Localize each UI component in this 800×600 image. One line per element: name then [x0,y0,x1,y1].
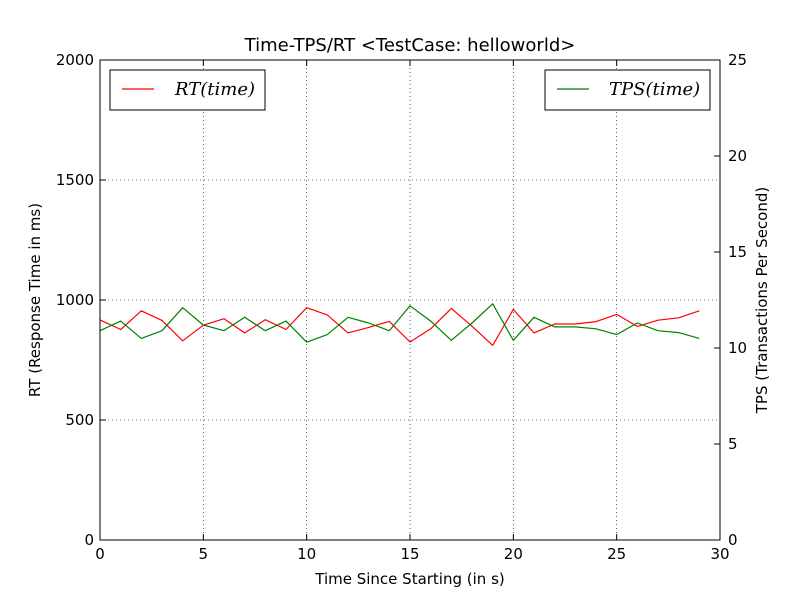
x-tick-label: 15 [400,545,419,563]
series-lines [99,303,700,346]
x-tick-label: 25 [607,545,626,563]
y-right-tick-label: 5 [728,435,738,453]
y-axis-right-title: TPS (Transactions Per Second) [753,187,771,414]
y-right-tick-label: 0 [728,531,738,549]
ticks [99,59,721,541]
legend-rt-label: RT(time) [174,79,255,100]
legend-tps-box [544,69,711,111]
chart-title: Time-TPS/RT <TestCase: helloworld> [244,35,576,56]
series-line-rt [99,307,700,346]
y-left-tick-label: 500 [65,411,94,429]
x-tick-label: 0 [95,545,105,563]
y-left-tick-label: 1500 [56,171,94,189]
x-tick-label: 5 [199,545,209,563]
y-axis-left-title: RT (Response Time in ms) [26,203,44,397]
y-right-tick-label: 20 [728,147,747,165]
x-tick-label: 30 [710,545,729,563]
y-left-tick-label: 0 [84,531,94,549]
grid [100,60,720,540]
legend-tps-label: TPS(time) [609,79,700,100]
y-left-tick-label: 1000 [56,291,94,309]
legend-rt-box [109,69,266,111]
legend-rt: RT(time) [109,69,266,111]
y-right-tick-label: 15 [728,243,747,261]
y-right-tick-label: 10 [728,339,747,357]
y-left-tick-label: 2000 [56,51,94,69]
series-line-tps [99,303,700,343]
x-tick-label: 20 [504,545,523,563]
x-tick-label: 10 [297,545,316,563]
y-right-tick-label: 25 [728,51,747,69]
x-axis-title: Time Since Starting (in s) [314,570,505,588]
legend-tps: TPS(time) [544,69,711,111]
